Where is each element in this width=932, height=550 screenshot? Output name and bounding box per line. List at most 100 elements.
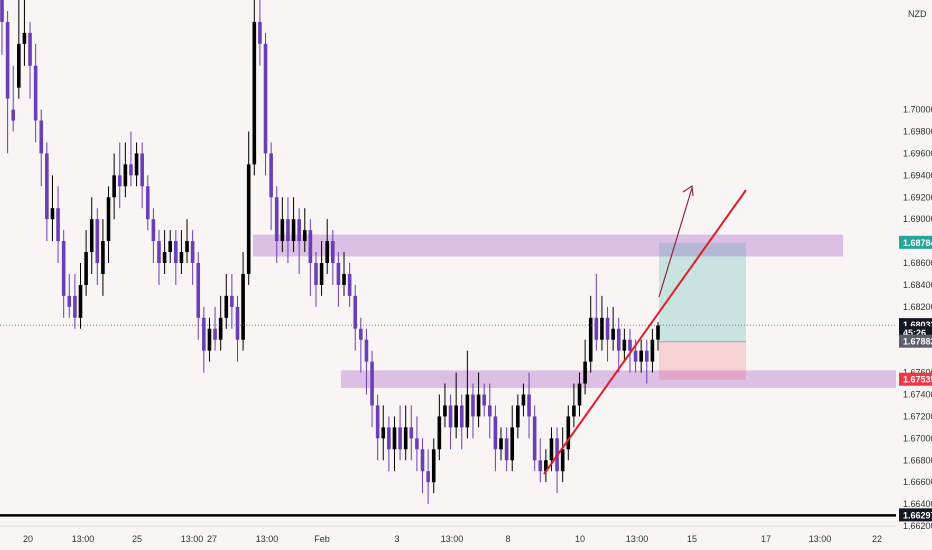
- candle-body: [431, 449, 436, 483]
- candle-body: [213, 328, 217, 340]
- candle-body: [101, 241, 105, 274]
- resistance-zone: [253, 234, 843, 257]
- price-tick-label: 1.69200: [903, 192, 932, 202]
- price-tick-label: 1.66400: [903, 499, 932, 509]
- price-tag-label: 45:26: [903, 328, 926, 338]
- candle-body: [22, 32, 27, 44]
- candle-body: [600, 317, 604, 340]
- time-tick-label: 13:00: [809, 534, 832, 544]
- candle-body: [11, 109, 16, 121]
- price-tag-label: 1.68033: [903, 320, 932, 330]
- candle-body: [364, 339, 369, 362]
- candle-body: [190, 241, 195, 263]
- candle-body: [398, 427, 402, 450]
- price-tick-label: 1.70000: [903, 105, 932, 115]
- candle-body: [218, 317, 223, 340]
- candle-body: [633, 350, 638, 362]
- candle-body: [202, 317, 206, 351]
- price-tick-label: 1.69400: [903, 170, 932, 180]
- candle-body: [168, 241, 173, 253]
- candle-body: [258, 21, 262, 44]
- candle-body: [5, 21, 10, 99]
- candle-body: [628, 339, 632, 351]
- time-tick-label: 13:00: [181, 534, 204, 544]
- price-tick-label: 1.67200: [903, 411, 932, 421]
- candle-body: [644, 350, 649, 362]
- candle-body: [224, 295, 229, 318]
- candles-layer: [0, 0, 660, 505]
- candle-body: [471, 394, 475, 417]
- zones-layer: [253, 234, 896, 388]
- candle-body: [605, 317, 610, 340]
- candle-body: [538, 460, 543, 472]
- candle-body: [465, 394, 470, 428]
- candle-body: [342, 273, 346, 285]
- candle-body: [45, 153, 49, 220]
- price-tag: [899, 235, 932, 249]
- price-axis[interactable]: NZD 1.70000 1.69800 1.69600 1.69400 1.69200 1…: [896, 0, 932, 550]
- projection-arrowhead: [682, 184, 694, 197]
- candle-body: [73, 295, 77, 318]
- candle-body: [319, 263, 324, 285]
- candle-body: [162, 252, 167, 263]
- candle-body: [112, 175, 116, 198]
- candle-body: [549, 438, 554, 461]
- price-tick-label: 1.69600: [903, 148, 932, 158]
- time-tick-label: 22: [872, 534, 882, 544]
- candle-body: [392, 427, 397, 450]
- candle-body: [157, 241, 161, 263]
- candle-body: [84, 252, 88, 285]
- price-tag-label: 1.68784: [903, 238, 932, 248]
- candle-body: [78, 284, 83, 318]
- loss-zone: [659, 341, 746, 380]
- candle-body: [145, 186, 150, 220]
- candle-body: [230, 295, 234, 307]
- candle-body: [482, 394, 486, 406]
- candle-body: [235, 306, 240, 340]
- candle-body: [409, 427, 414, 439]
- price-tick-label: 1.66600: [903, 477, 932, 487]
- candle-body: [67, 295, 72, 307]
- candle-body: [487, 405, 492, 417]
- candle-body: [532, 416, 537, 461]
- candle-body: [252, 21, 257, 165]
- time-tick-label: Feb: [314, 534, 330, 544]
- price-tick-label: 1.67600: [903, 368, 932, 378]
- candle-body: [263, 43, 268, 154]
- candle-body: [510, 427, 515, 461]
- price-tag-label: 1.66297: [903, 510, 932, 520]
- candle-body: [454, 405, 458, 428]
- price-axis-background: [896, 0, 932, 550]
- candle-body: [302, 230, 307, 242]
- time-tick-label: 13:00: [626, 534, 649, 544]
- candle-body: [504, 438, 509, 461]
- time-tick-label: 13:00: [441, 534, 464, 544]
- candle-body: [207, 328, 212, 351]
- candle-body: [179, 252, 184, 263]
- candle-body: [616, 328, 621, 351]
- candle-body: [89, 219, 94, 253]
- candle-body: [123, 164, 128, 187]
- candle-body: [426, 471, 430, 483]
- candle-body: [359, 328, 363, 340]
- candle-body: [134, 153, 139, 176]
- time-tick-label: 27: [207, 534, 217, 544]
- candle-body: [347, 273, 352, 296]
- candle-body: [129, 164, 133, 176]
- time-tick-label: 13:00: [256, 534, 279, 544]
- candle-body: [274, 197, 279, 242]
- time-tick-label: 13:00: [72, 534, 95, 544]
- candle-body: [17, 43, 21, 88]
- candle-body: [185, 241, 189, 253]
- candle-body: [560, 449, 565, 472]
- time-axis[interactable]: 20 13:00 25 13:00 27 13:00 Feb 3 13:00 8 10 13:00 15…: [0, 525, 896, 544]
- currency-label: NZD: [908, 9, 927, 19]
- candle-body: [387, 427, 391, 450]
- candle-body: [516, 405, 520, 428]
- candle-body: [196, 263, 201, 318]
- candle-body: [544, 460, 548, 472]
- candle-body: [381, 427, 386, 439]
- candle-body: [246, 164, 251, 274]
